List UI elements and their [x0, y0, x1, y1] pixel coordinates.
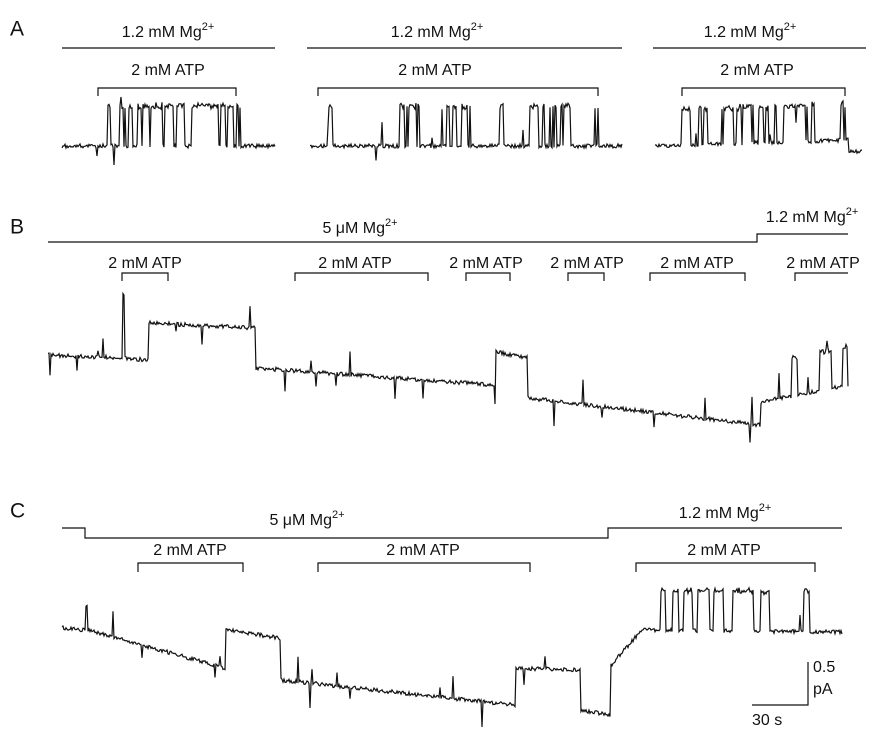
- atp-label: 2 mM ATP: [318, 255, 392, 272]
- mg-sup: 2+: [471, 21, 484, 33]
- atp-label: 2 mM ATP: [660, 255, 734, 272]
- mg-bar: [48, 233, 848, 243]
- mg-label: 5 μM Mg2+: [269, 509, 344, 529]
- atp-bracket: [317, 87, 599, 96]
- mg-text: 1.2 mM Mg: [391, 24, 471, 41]
- mg-text: 5 μM Mg: [322, 220, 385, 237]
- scale-amplitude: 0.5: [813, 659, 835, 676]
- current-trace: [47, 291, 849, 443]
- atp-bracket: [294, 272, 429, 281]
- atp-label: 2 mM ATP: [153, 542, 227, 559]
- atp-label: 2 mM ATP: [786, 255, 860, 272]
- atp-bracket: [465, 272, 511, 281]
- mg-label: 1.2 mM Mg2+: [704, 21, 797, 41]
- mg-sup: 2+: [202, 21, 215, 33]
- mg-text: 1.2 mM Mg: [679, 505, 759, 522]
- mg-label: 5 μM Mg2+: [322, 217, 397, 237]
- mg-label: 1.2 mM Mg2+: [391, 21, 484, 41]
- mg-sup: 2+: [846, 206, 859, 218]
- scale-unit: pA: [813, 681, 833, 698]
- atp-bracket: [567, 272, 605, 281]
- mg-text: 1.2 mM Mg: [766, 209, 846, 226]
- panel-label: C: [10, 500, 25, 523]
- atp-label: 2 mM ATP: [687, 542, 761, 559]
- atp-bracket: [137, 562, 244, 572]
- atp-bracket: [794, 272, 848, 281]
- mg-sup: 2+: [784, 21, 797, 33]
- mg-label: 1.2 mM Mg2+: [122, 21, 215, 41]
- mg-text: 5 μM Mg: [269, 512, 332, 529]
- atp-bracket: [317, 562, 531, 572]
- atp-label: 2 mM ATP: [108, 255, 182, 272]
- atp-label: 2 mM ATP: [131, 62, 205, 79]
- static-layout: [48, 47, 866, 706]
- mg-text: 1.2 mM Mg: [704, 24, 784, 41]
- current-trace: [61, 96, 276, 166]
- mg-sup: 2+: [332, 509, 345, 521]
- atp-bracket: [97, 87, 237, 96]
- atp-bracket: [635, 562, 816, 572]
- atp-label: 2 mM ATP: [386, 542, 460, 559]
- current-trace: [654, 99, 862, 155]
- mg-sup: 2+: [385, 217, 398, 229]
- scale-time: 30 s: [752, 712, 782, 729]
- mg-text: 1.2 mM Mg: [122, 24, 202, 41]
- atp-label: 2 mM ATP: [398, 62, 472, 79]
- current-trace: [61, 586, 843, 728]
- current-trace: [309, 101, 623, 161]
- mg-sup: 2+: [759, 502, 772, 514]
- panel-label: B: [10, 216, 24, 239]
- mg-label: 1.2 mM Mg2+: [679, 502, 772, 522]
- atp-label: 2 mM ATP: [720, 62, 794, 79]
- atp-bracket: [649, 272, 746, 281]
- panel-label: A: [10, 18, 24, 41]
- mg-label: 1.2 mM Mg2+: [766, 206, 859, 226]
- atp-label: 2 mM ATP: [449, 255, 523, 272]
- atp-bracket: [681, 87, 846, 96]
- scale-bar: [752, 662, 809, 706]
- atp-label: 2 mM ATP: [550, 255, 624, 272]
- atp-bracket: [121, 272, 169, 281]
- mg-bar: [62, 527, 842, 539]
